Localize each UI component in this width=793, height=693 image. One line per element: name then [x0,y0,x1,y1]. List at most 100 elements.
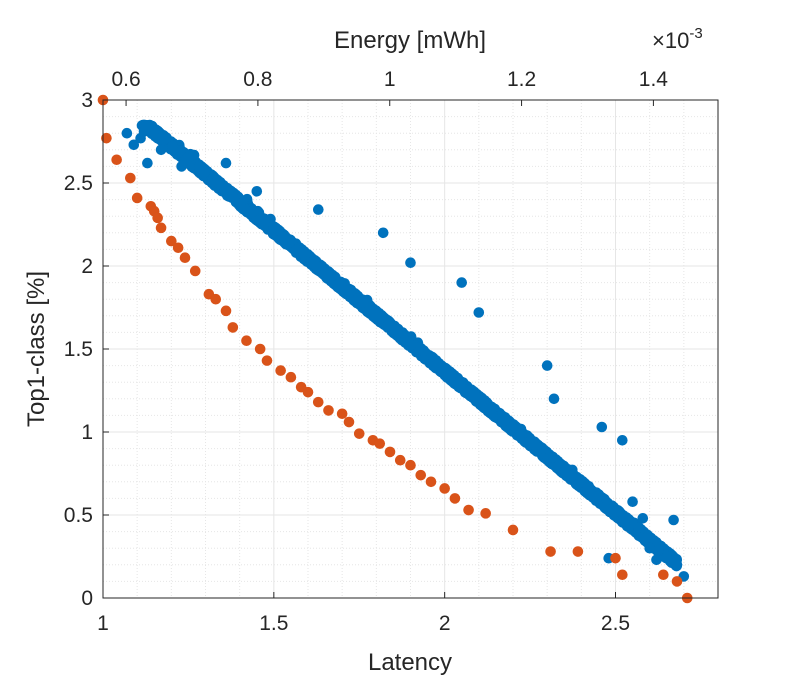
y-axis-title: Top1-class [%] [23,271,50,427]
pareto-point [394,454,406,466]
pareto-point [353,428,365,439]
candidate-point [499,414,511,426]
candidate-point [387,320,399,332]
pareto-point [449,493,461,504]
candidate-point [181,153,193,164]
tick-labels: 1 1.5 2 2.5 0 0.5 1 1.5 2 2.5 3 0.6 0.8 1 1.2 1.4 [64,68,669,635]
multiplier-base: ×10 [652,28,689,53]
pareto-point [572,546,584,557]
candidate-point [437,366,449,377]
candidate-point [627,496,638,508]
candidate-point [320,267,332,279]
grid [102,99,718,599]
x-axis-title: Latency [368,649,452,676]
candidate-point [651,554,662,566]
top-x-tick-label: 1.4 [639,68,669,91]
candidate-point [413,343,425,355]
pareto-point [507,524,519,536]
candidate-point [637,513,649,524]
pareto-point [312,396,324,408]
top-x-axis-title: Energy [mWh] [334,27,486,54]
pareto-point [671,576,683,587]
candidate-point [298,246,310,258]
candidate-point [377,227,389,239]
y-tick-label: 0 [81,587,93,610]
candidate-point [653,544,664,556]
candidate-point [541,360,553,371]
candidate-point [277,233,289,244]
y-tick-label: 2 [81,255,93,278]
tick-marks [102,99,654,599]
candidate-point [459,384,471,396]
candidate-point [515,428,527,439]
candidate-point [548,393,560,405]
candidate-point [311,261,323,273]
candidate-point [128,139,140,151]
candidate-point [621,512,632,524]
pareto-point [384,446,396,458]
pareto-point [101,132,112,144]
candidate-point [248,206,260,217]
y-tick-label: 3 [81,89,93,112]
y-tick-label: 2.5 [64,172,93,195]
pareto-point [336,408,348,420]
candidate-point [155,144,167,156]
pareto-point [254,343,266,355]
candidate-point [142,157,153,169]
candidate-point [469,391,481,403]
pareto-point [210,293,222,305]
candidate-point [487,410,499,421]
pareto-point [125,172,136,184]
pareto-point [155,222,167,234]
multiplier-exponent: -3 [689,25,702,42]
pareto-point [610,552,621,564]
candidate-point [272,224,284,236]
pareto-point [302,386,314,398]
pareto-point [343,416,355,428]
candidate-point [576,477,588,488]
pareto-point [189,265,201,277]
top-axis-multiplier: ×10-3 [652,25,703,53]
candidate-points [121,119,690,582]
pareto-point [545,546,556,557]
pareto-point [439,483,450,494]
pareto-points [97,94,693,604]
candidate-point [135,132,146,144]
candidate-point [543,452,554,464]
candidate-point [604,504,615,516]
candidate-point [157,133,169,144]
candidate-point [456,277,468,288]
candidate-point [336,283,348,295]
pareto-point [415,469,427,481]
x-tick-label: 1 [97,612,109,635]
candidate-point [218,180,229,191]
candidate-point [256,214,267,225]
candidate-point [617,435,628,446]
candidate-point [402,336,414,348]
candidate-point [121,127,133,139]
candidate-point [345,285,356,297]
candidate-point [375,312,387,324]
pareto-point [658,569,669,581]
candidate-point [668,514,679,526]
pareto-point [323,405,334,416]
candidate-point [671,559,683,571]
candidate-point [473,307,485,318]
pareto-point [166,235,177,247]
top-x-tick-label: 0.6 [111,68,140,91]
y-tick-label: 0.5 [64,504,93,527]
pareto-point [227,322,239,333]
pareto-point [425,476,437,488]
x-tick-label: 2.5 [601,612,630,635]
y-tick-label: 1 [81,421,93,444]
candidate-point [644,542,655,554]
x-tick-label: 1.5 [259,612,288,635]
candidate-point [405,257,416,269]
candidate-point [313,204,324,215]
candidate-point [240,205,251,216]
top-x-tick-label: 1 [384,68,396,91]
top-x-tick-label: 1.2 [507,68,536,91]
pareto-point [285,371,297,383]
pareto-point [172,242,184,254]
